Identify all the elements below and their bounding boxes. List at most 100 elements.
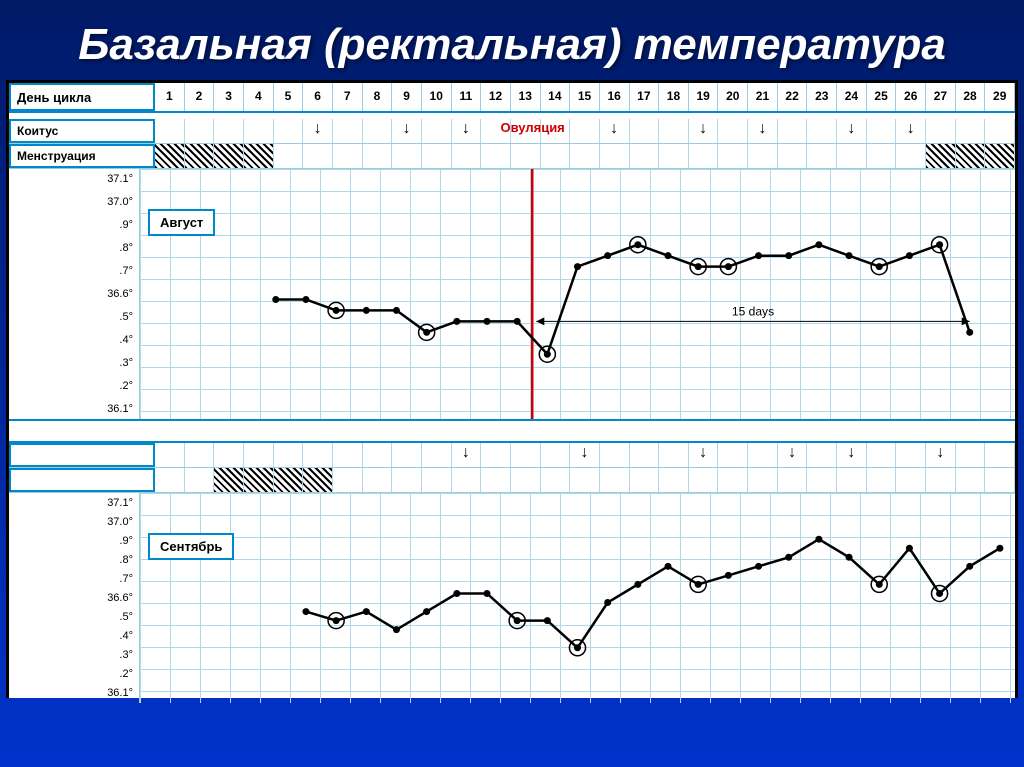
day-cell: 17 bbox=[630, 83, 660, 111]
data-point bbox=[423, 329, 430, 336]
sub-cell bbox=[511, 144, 541, 168]
y-axis-label: .3° bbox=[119, 649, 133, 661]
data-point bbox=[966, 563, 973, 570]
day-cell: 6 bbox=[303, 83, 333, 111]
sub-cell bbox=[274, 119, 304, 143]
arrow-down-icon: ↓ bbox=[778, 443, 807, 463]
data-point bbox=[996, 545, 1003, 552]
sub-cell bbox=[214, 443, 244, 467]
sub-cell bbox=[333, 144, 363, 168]
day-cell: 27 bbox=[926, 83, 956, 111]
sub-cell bbox=[748, 443, 778, 467]
data-point bbox=[695, 263, 702, 270]
data-point bbox=[393, 626, 400, 633]
day-cell: 28 bbox=[956, 83, 986, 111]
sub-cell bbox=[274, 468, 304, 492]
data-point bbox=[966, 329, 973, 336]
sub-cell bbox=[896, 443, 926, 467]
sub-cell bbox=[481, 144, 511, 168]
sub-cell bbox=[718, 443, 748, 467]
sub-cell bbox=[807, 443, 837, 467]
day-cell: 5 bbox=[274, 83, 304, 111]
sub-cell: ↓ bbox=[926, 443, 956, 467]
day-cell: 22 bbox=[778, 83, 808, 111]
sub-cell bbox=[689, 144, 719, 168]
data-point bbox=[393, 307, 400, 314]
sub-cell: ↓ bbox=[837, 443, 867, 467]
arrow-down-icon: ↓ bbox=[837, 443, 866, 463]
day-cycle-label: День цикла bbox=[9, 83, 155, 111]
y-axis-label: 37.0° bbox=[107, 516, 133, 528]
sub-cell bbox=[748, 144, 778, 168]
day-cell: 25 bbox=[867, 83, 897, 111]
y-axis-label: .8° bbox=[119, 242, 133, 254]
y-axis-label: .4° bbox=[119, 630, 133, 642]
day-cell: 29 bbox=[985, 83, 1015, 111]
sub-cell bbox=[244, 144, 274, 168]
sub-cell bbox=[274, 443, 304, 467]
sub-cell: ↓ bbox=[778, 443, 808, 467]
sub-cell bbox=[214, 119, 244, 143]
day-cell: 8 bbox=[363, 83, 393, 111]
sub-cell bbox=[333, 443, 363, 467]
day-cell: 2 bbox=[185, 83, 215, 111]
data-point bbox=[876, 581, 883, 588]
data-point bbox=[815, 241, 822, 248]
sub-cell bbox=[274, 144, 304, 168]
arrow-down-icon: ↓ bbox=[600, 119, 629, 139]
sub-cell: ↓ bbox=[600, 119, 630, 143]
day-cell: 21 bbox=[748, 83, 778, 111]
month-badge-1: Август bbox=[148, 209, 215, 236]
y-axis-label: .8° bbox=[119, 554, 133, 566]
sub-cell bbox=[659, 443, 689, 467]
sub-cell bbox=[214, 144, 244, 168]
data-point bbox=[514, 617, 521, 624]
sub-cell bbox=[422, 119, 452, 143]
day-cell: 26 bbox=[896, 83, 926, 111]
data-point bbox=[785, 554, 792, 561]
sub-cell bbox=[185, 119, 215, 143]
day-cell: 7 bbox=[333, 83, 363, 111]
sub-cell: ↓ bbox=[303, 119, 333, 143]
day-cell: 4 bbox=[244, 83, 274, 111]
data-point bbox=[785, 252, 792, 259]
sub-cell bbox=[363, 443, 393, 467]
arrow-down-icon: ↓ bbox=[748, 119, 777, 139]
data-point bbox=[725, 572, 732, 579]
sub-cell bbox=[926, 119, 956, 143]
y-axis-label: .7° bbox=[119, 265, 133, 277]
sub-cell bbox=[867, 443, 897, 467]
data-point bbox=[846, 252, 853, 259]
y-axis-label: 36.6° bbox=[107, 592, 133, 604]
sub-cell: ↓ bbox=[392, 119, 422, 143]
day-cell: 14 bbox=[541, 83, 571, 111]
sub-cell bbox=[422, 468, 452, 492]
coitus-label: Коитус bbox=[9, 119, 155, 143]
y-axis-label: 37.0° bbox=[107, 196, 133, 208]
sub-cell bbox=[422, 144, 452, 168]
sub-cell: ↓ bbox=[452, 443, 482, 467]
sub-cell bbox=[867, 144, 897, 168]
menstruation-label-2 bbox=[9, 468, 155, 492]
chart-1: 37.1°37.0°.9°.8°.7°36.6°.5°.4°.3°.2°36.1… bbox=[9, 169, 1015, 419]
sub-cell bbox=[807, 119, 837, 143]
data-point bbox=[906, 252, 913, 259]
sub-cell bbox=[600, 468, 630, 492]
y-axis-label: .5° bbox=[119, 311, 133, 323]
y-axis-label: .5° bbox=[119, 611, 133, 623]
sub-cell bbox=[778, 144, 808, 168]
day-cell: 3 bbox=[214, 83, 244, 111]
sub-cell bbox=[363, 144, 393, 168]
sub-cell bbox=[244, 119, 274, 143]
y-axis-label: 36.1° bbox=[107, 403, 133, 415]
data-point bbox=[574, 263, 581, 270]
sub-cell bbox=[956, 443, 986, 467]
y-axis-label: .7° bbox=[119, 573, 133, 585]
sub-cell bbox=[422, 443, 452, 467]
sub-cell bbox=[481, 443, 511, 467]
day-cell: 10 bbox=[422, 83, 452, 111]
sub-cell bbox=[630, 443, 660, 467]
y-axis-label: 36.1° bbox=[107, 687, 133, 699]
coitus-row-2: ↓↓↓↓↓↓ bbox=[9, 443, 1015, 468]
day-cell: 12 bbox=[481, 83, 511, 111]
